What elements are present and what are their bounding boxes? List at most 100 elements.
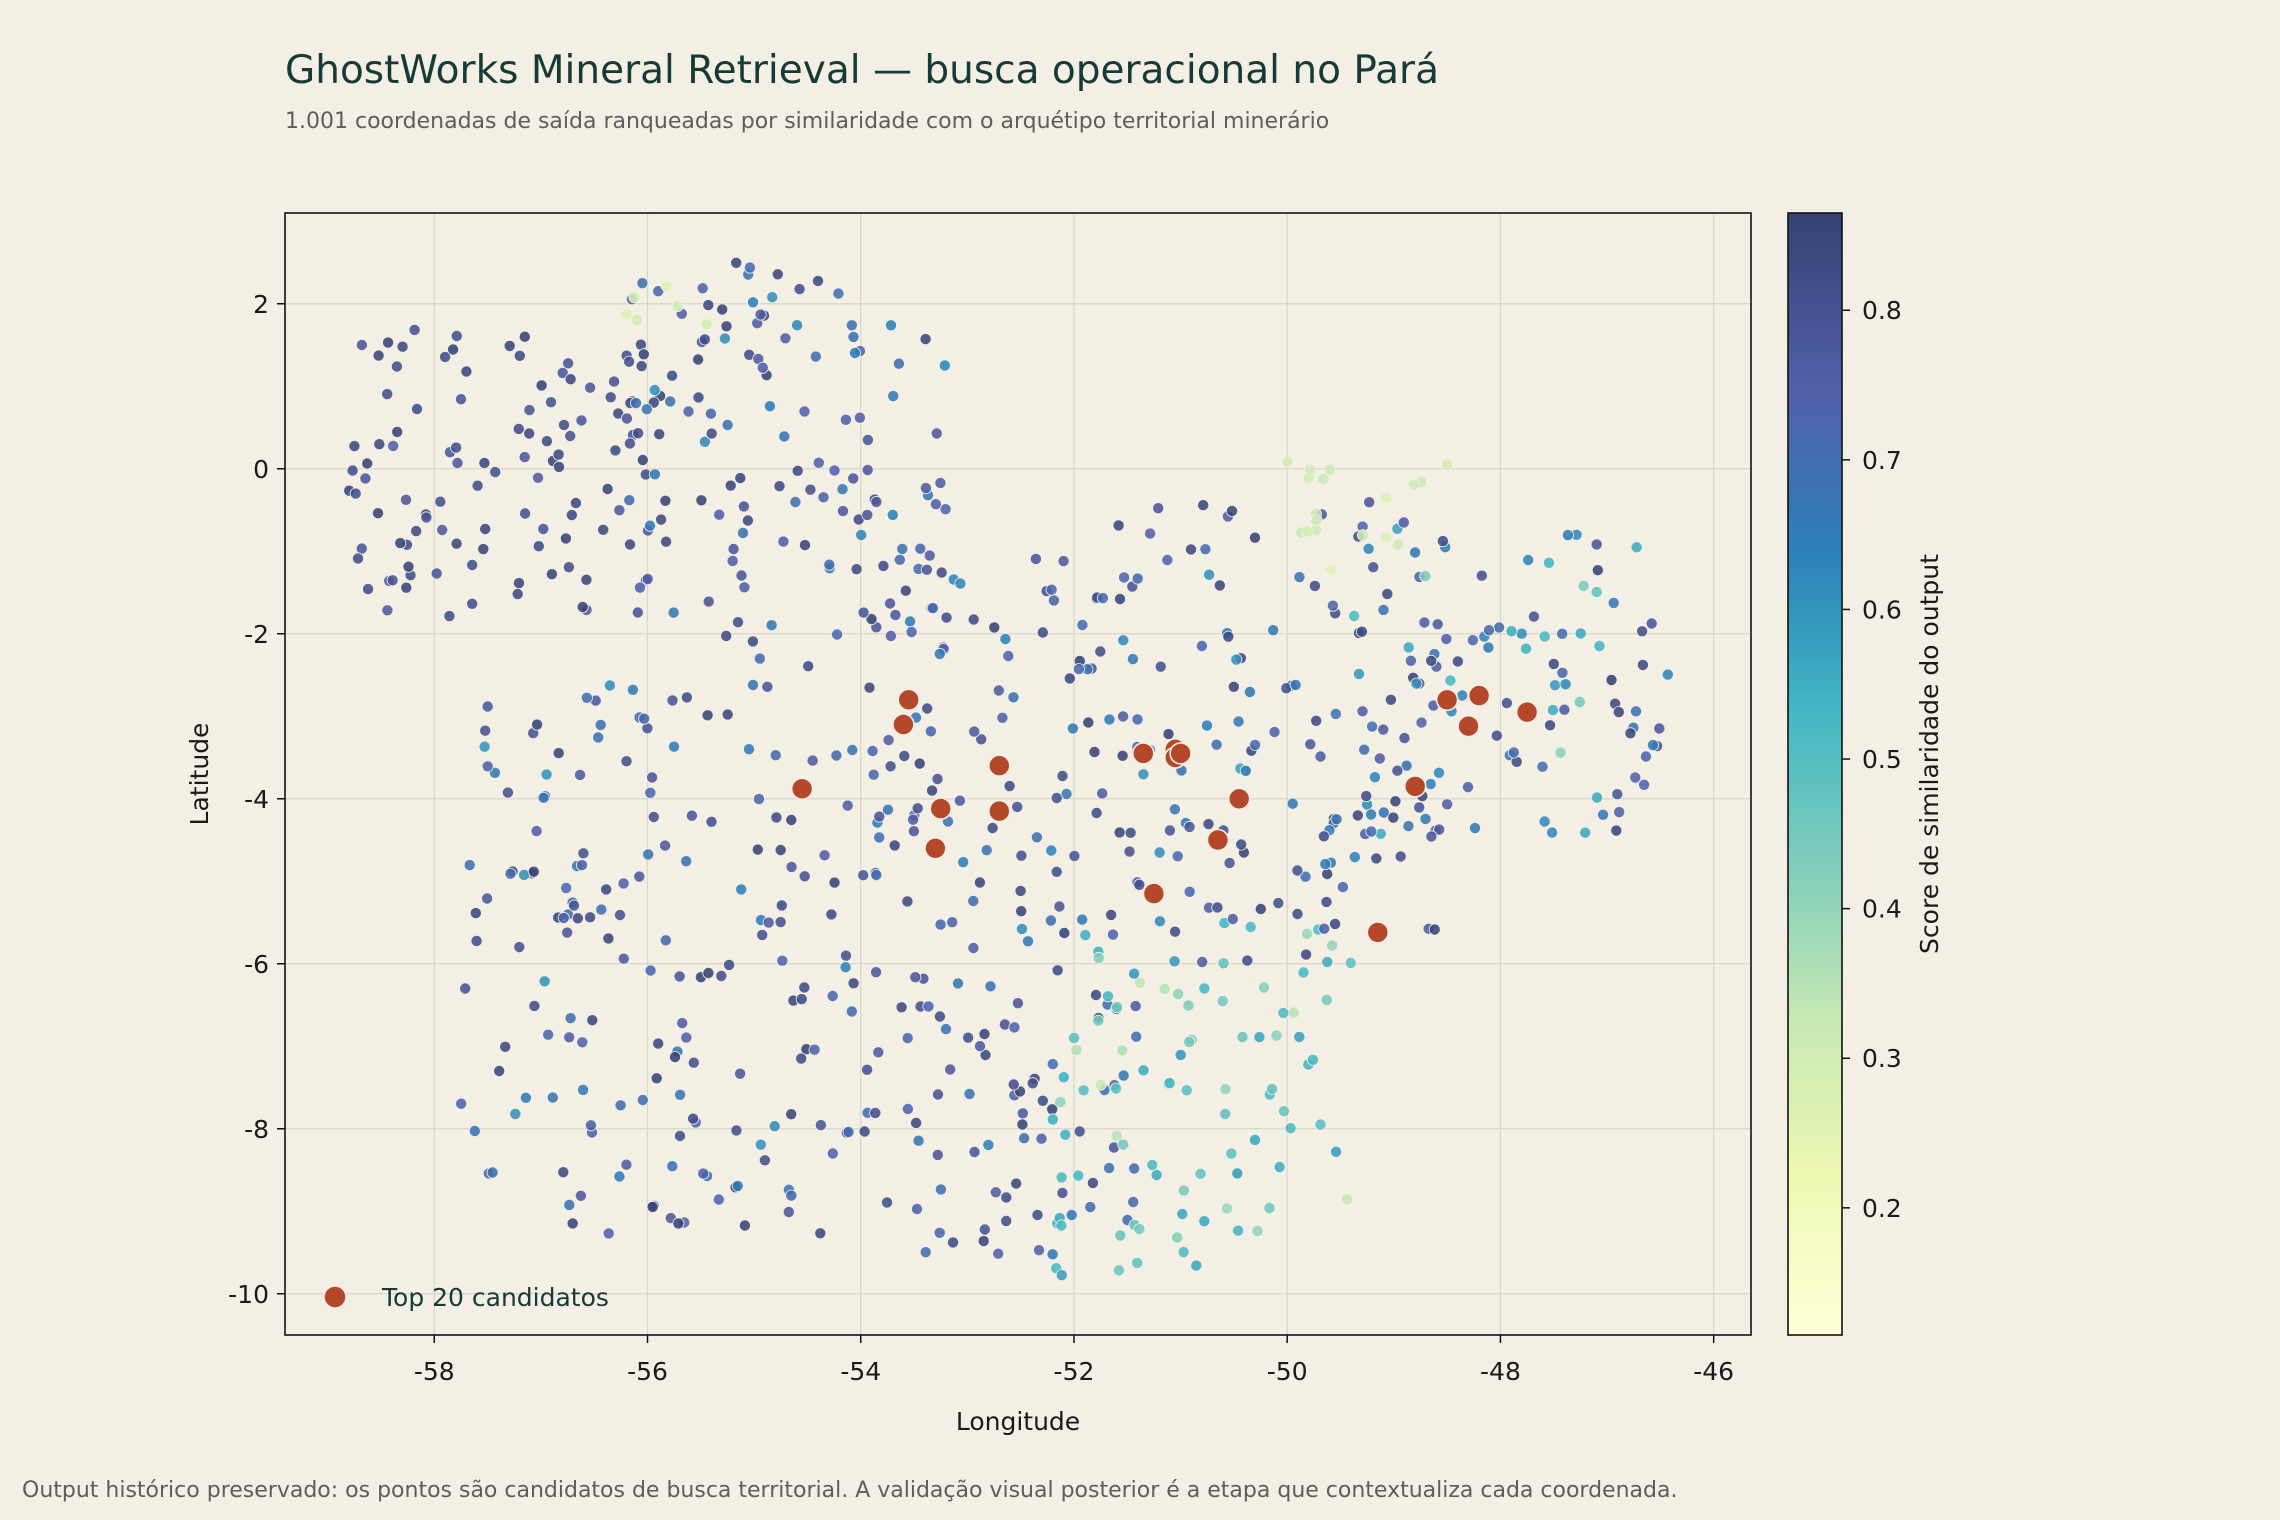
output-point xyxy=(1036,626,1049,639)
output-point xyxy=(1397,516,1410,529)
output-point xyxy=(885,319,898,332)
output-point xyxy=(988,621,1001,634)
output-point xyxy=(420,511,433,524)
output-point xyxy=(695,494,708,507)
output-point xyxy=(1094,1078,1107,1091)
output-point xyxy=(540,768,553,781)
output-point xyxy=(1330,813,1343,826)
output-point xyxy=(1270,1029,1283,1042)
output-point xyxy=(847,330,860,343)
output-point xyxy=(1630,541,1643,554)
output-point xyxy=(861,463,874,476)
output-point xyxy=(1241,954,1254,967)
output-point xyxy=(924,725,937,738)
output-point xyxy=(1116,749,1129,762)
output-point xyxy=(975,733,988,746)
output-point xyxy=(1538,815,1551,828)
output-point xyxy=(1203,568,1216,581)
output-point xyxy=(1022,935,1035,948)
output-point xyxy=(723,958,736,971)
output-point xyxy=(907,813,920,826)
output-point xyxy=(481,700,494,713)
output-point xyxy=(481,760,494,773)
output-point xyxy=(812,456,825,469)
output-point xyxy=(904,615,917,628)
output-point xyxy=(1077,1084,1090,1097)
output-point xyxy=(978,1223,991,1236)
output-point xyxy=(702,967,715,980)
output-point xyxy=(518,451,531,464)
output-point xyxy=(910,1116,923,1129)
output-point xyxy=(935,566,948,579)
output-point xyxy=(1011,800,1024,813)
output-point xyxy=(720,320,733,333)
output-point xyxy=(1058,927,1071,940)
output-point xyxy=(931,773,944,786)
output-point xyxy=(881,1196,894,1209)
output-point xyxy=(778,430,791,443)
output-point xyxy=(1112,1264,1125,1277)
output-point xyxy=(574,1189,587,1202)
output-point xyxy=(386,574,399,587)
output-point xyxy=(540,435,553,448)
output-point xyxy=(1082,716,1095,729)
output-point xyxy=(980,844,993,857)
output-point xyxy=(1297,966,1310,979)
output-point xyxy=(477,543,490,556)
output-point xyxy=(574,768,587,781)
output-point xyxy=(1251,1225,1264,1238)
output-point xyxy=(1515,627,1528,640)
output-point xyxy=(934,476,947,489)
output-point xyxy=(774,916,787,929)
output-point xyxy=(1216,995,1229,1008)
output-point xyxy=(1239,764,1252,777)
output-point xyxy=(666,369,679,382)
output-point xyxy=(731,1179,744,1192)
output-point xyxy=(701,709,714,722)
output-point xyxy=(931,1148,944,1161)
output-point xyxy=(1549,679,1562,692)
output-point xyxy=(1047,594,1060,607)
output-point xyxy=(957,856,970,869)
output-point xyxy=(1118,571,1131,584)
output-point xyxy=(565,508,578,521)
output-point xyxy=(1056,770,1069,783)
output-point xyxy=(756,928,769,941)
output-point xyxy=(454,393,467,406)
output-point xyxy=(884,760,897,773)
output-point xyxy=(460,365,473,378)
output-point xyxy=(1014,884,1027,897)
output-point xyxy=(1597,808,1610,821)
output-point xyxy=(939,503,952,516)
output-point xyxy=(1444,674,1457,687)
output-point xyxy=(713,508,726,521)
chart-subtitle: 1.001 coordenadas de saída ranqueadas po… xyxy=(285,109,1329,134)
output-point xyxy=(977,1235,990,1248)
output-point xyxy=(1073,1125,1086,1138)
output-point xyxy=(1066,722,1079,735)
output-point xyxy=(653,428,666,441)
output-point xyxy=(992,684,1005,697)
output-point xyxy=(1182,999,1195,1012)
output-point xyxy=(372,349,385,362)
output-point xyxy=(825,908,838,921)
output-point xyxy=(779,332,792,345)
output-point xyxy=(1591,564,1604,577)
output-point xyxy=(884,630,897,643)
output-point xyxy=(1086,1176,1099,1189)
output-point xyxy=(1344,957,1357,970)
output-point xyxy=(580,691,593,704)
output-point xyxy=(967,895,980,908)
output-point xyxy=(1131,1256,1144,1269)
output-point xyxy=(747,296,760,309)
output-point xyxy=(785,860,798,873)
output-point xyxy=(826,1147,839,1160)
output-point xyxy=(1291,864,1304,877)
output-point xyxy=(577,847,590,860)
output-point xyxy=(697,1167,710,1180)
output-point xyxy=(646,771,659,784)
output-point xyxy=(1031,1208,1044,1221)
output-point xyxy=(527,865,540,878)
output-point xyxy=(1387,811,1400,824)
output-point xyxy=(575,414,588,427)
